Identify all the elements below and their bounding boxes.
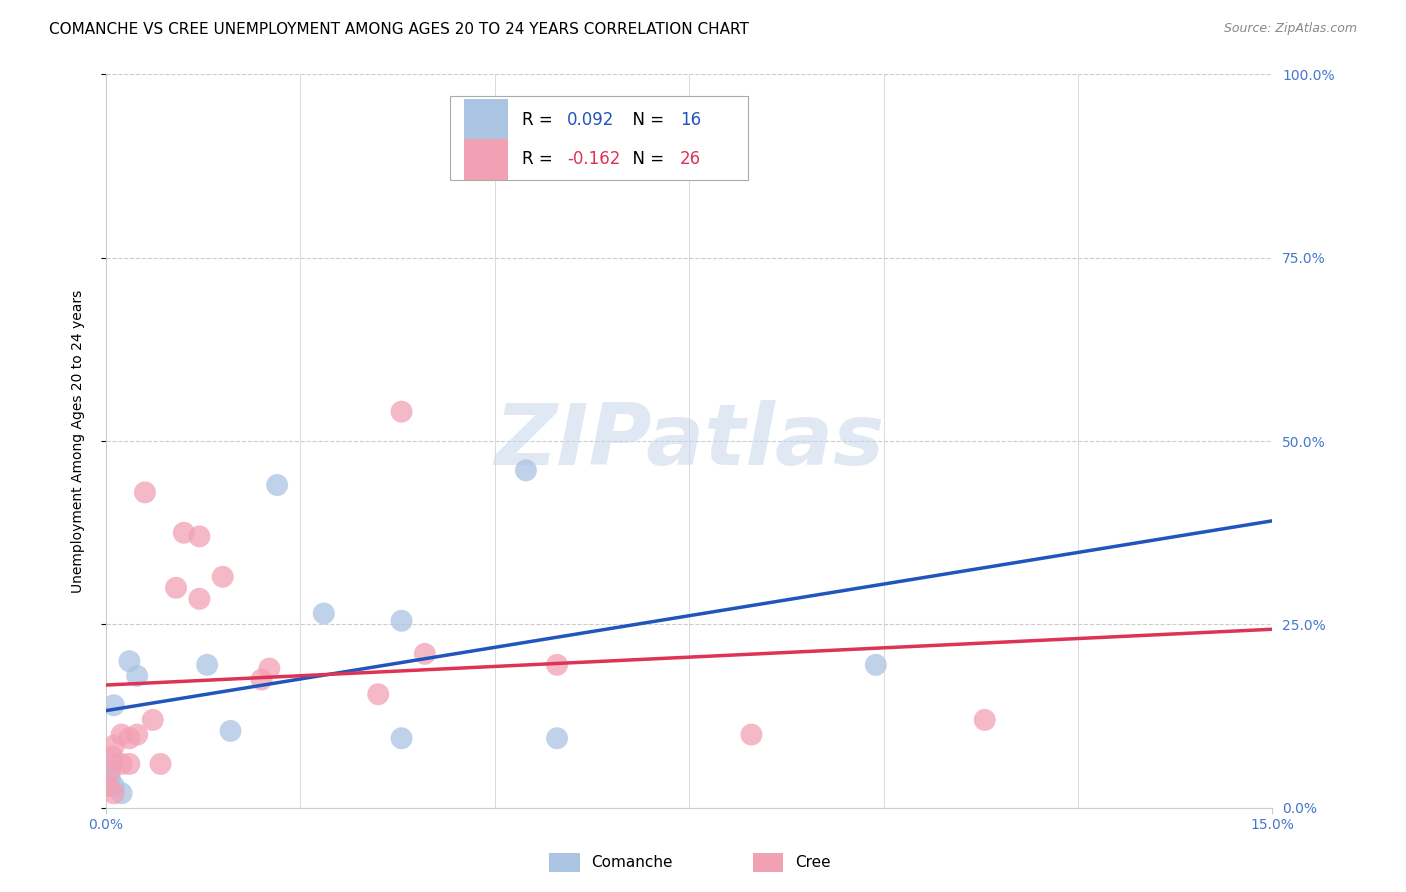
- Point: [149, 756, 172, 771]
- Point: [103, 739, 125, 753]
- Text: R =: R =: [523, 111, 558, 128]
- Point: [188, 591, 211, 606]
- Text: 26: 26: [681, 151, 702, 169]
- Text: 0.092: 0.092: [567, 111, 614, 128]
- Point: [546, 657, 568, 672]
- Text: COMANCHE VS CREE UNEMPLOYMENT AMONG AGES 20 TO 24 YEARS CORRELATION CHART: COMANCHE VS CREE UNEMPLOYMENT AMONG AGES…: [49, 22, 749, 37]
- Text: Comanche: Comanche: [591, 855, 672, 870]
- Point: [103, 698, 125, 713]
- Point: [142, 713, 165, 727]
- FancyBboxPatch shape: [464, 139, 509, 179]
- Text: N =: N =: [621, 111, 669, 128]
- Point: [118, 654, 141, 668]
- Point: [740, 728, 762, 742]
- Point: [973, 713, 995, 727]
- Point: [101, 749, 124, 764]
- Text: 16: 16: [681, 111, 702, 128]
- FancyBboxPatch shape: [464, 100, 509, 140]
- Point: [195, 657, 218, 672]
- Text: N =: N =: [621, 151, 669, 169]
- Point: [250, 673, 273, 687]
- Point: [188, 529, 211, 543]
- Point: [865, 657, 887, 672]
- Text: ZIPatlas: ZIPatlas: [494, 400, 884, 483]
- Y-axis label: Unemployment Among Ages 20 to 24 years: Unemployment Among Ages 20 to 24 years: [72, 289, 86, 592]
- Point: [391, 731, 413, 746]
- Point: [103, 779, 125, 793]
- Point: [515, 463, 537, 477]
- Point: [118, 756, 141, 771]
- Point: [219, 723, 242, 738]
- Point: [103, 786, 125, 800]
- Point: [413, 647, 436, 661]
- Point: [101, 756, 124, 771]
- Point: [546, 731, 568, 746]
- Text: Cree: Cree: [794, 855, 831, 870]
- Text: R =: R =: [523, 151, 558, 169]
- Point: [173, 525, 195, 540]
- Point: [111, 728, 134, 742]
- Point: [312, 607, 335, 621]
- Point: [391, 614, 413, 628]
- Point: [259, 661, 281, 675]
- FancyBboxPatch shape: [450, 96, 748, 180]
- Point: [111, 756, 134, 771]
- Point: [127, 669, 149, 683]
- Point: [165, 581, 187, 595]
- Text: -0.162: -0.162: [567, 151, 620, 169]
- Point: [98, 764, 121, 779]
- Text: Source: ZipAtlas.com: Source: ZipAtlas.com: [1223, 22, 1357, 36]
- Point: [111, 786, 134, 800]
- Point: [118, 731, 141, 746]
- Point: [97, 779, 120, 793]
- Point: [391, 404, 413, 418]
- Point: [134, 485, 156, 500]
- Point: [211, 570, 233, 584]
- Point: [266, 478, 288, 492]
- Point: [127, 728, 149, 742]
- Point: [367, 687, 389, 701]
- Point: [98, 772, 121, 786]
